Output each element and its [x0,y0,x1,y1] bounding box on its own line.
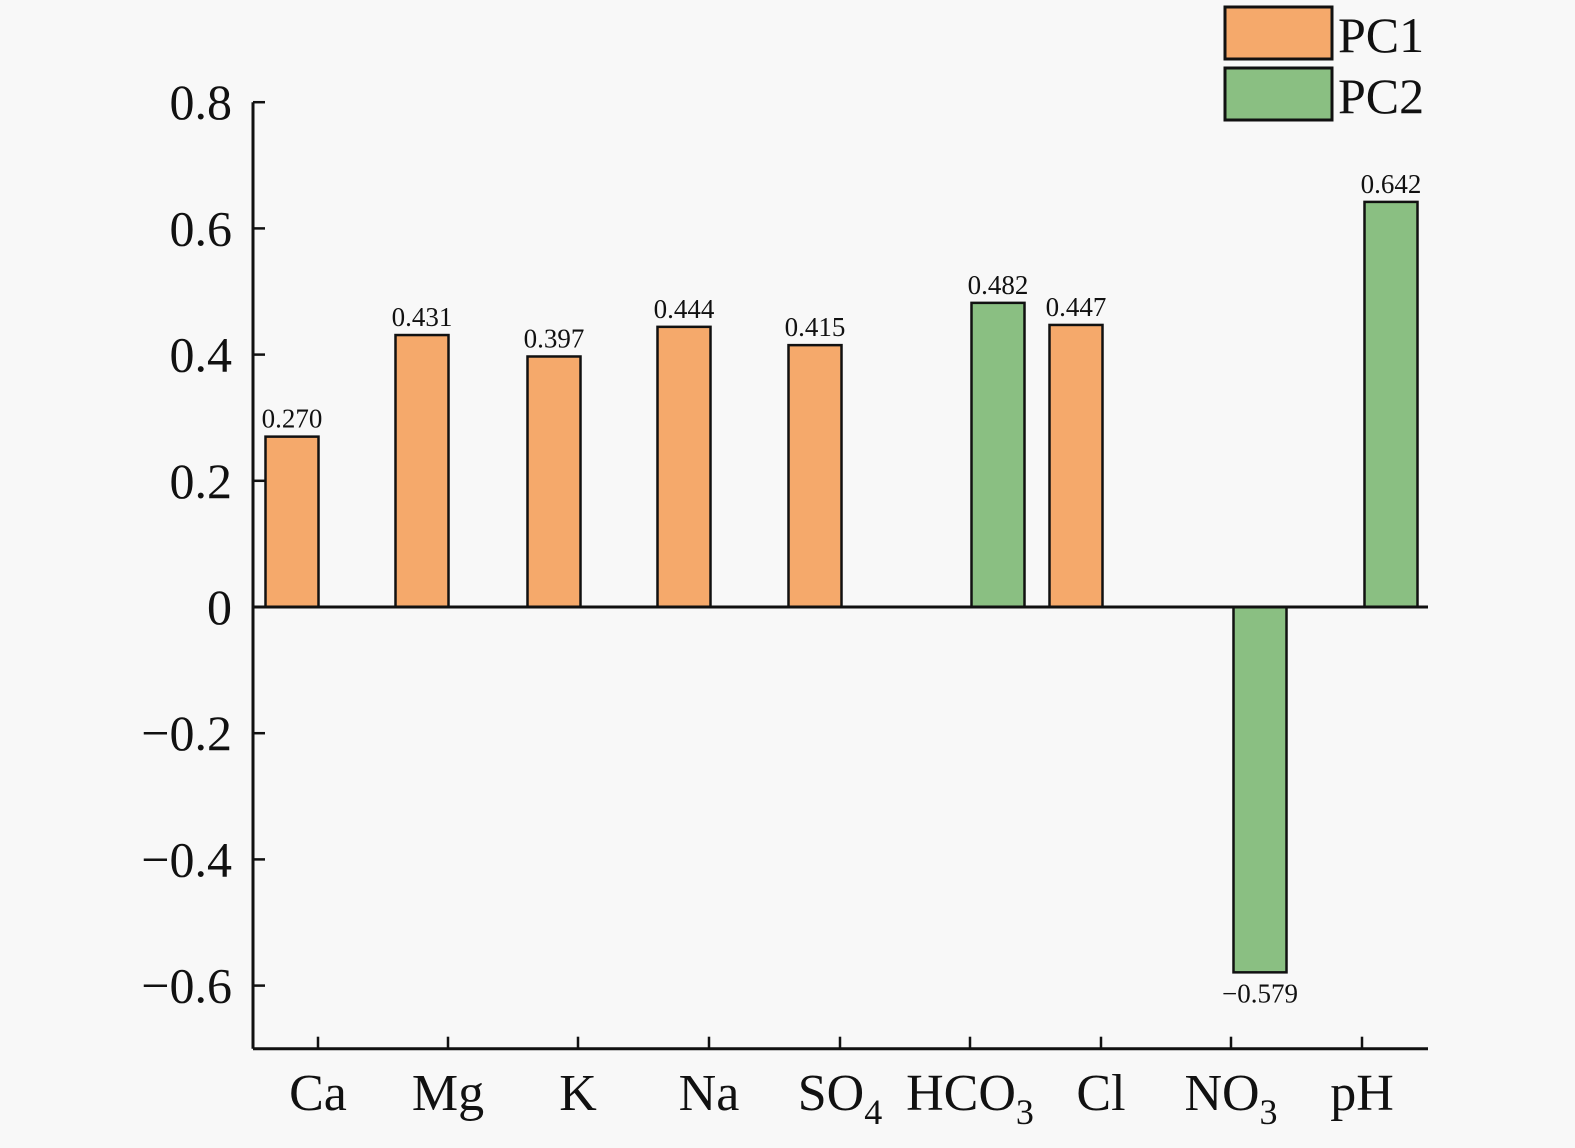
bar-so4 [787,343,843,609]
x-tick-label-so4: SO4 [798,1065,882,1132]
legend-label-pc1[interactable]: PC1 [1338,7,1424,63]
bars [264,200,1419,974]
value-label-no3: −0.579 [1222,978,1298,1008]
y-tick-label: 0.2 [170,453,233,509]
value-label-k: 0.397 [524,323,585,353]
y-tick-label: 0.4 [170,327,233,383]
x-tick-label-cl: Cl [1076,1065,1125,1122]
value-label-hco3: 0.482 [968,270,1029,300]
axes [251,100,1428,1051]
bar-no3 [1232,605,1288,974]
legend-label-pc2[interactable]: PC2 [1338,68,1424,124]
subscript: 4 [864,1092,882,1132]
subscript: 3 [1016,1092,1034,1132]
x-tick-label-k: K [559,1065,597,1122]
bar-ca [264,435,320,609]
value-label-ca: 0.270 [262,404,323,434]
legend-swatch-pc2[interactable] [1223,66,1334,122]
y-tick-label: −0.2 [141,705,232,761]
bar-ph [1363,200,1419,609]
y-tick-label: −0.6 [141,958,232,1014]
labels: 0.270 0.431 0.397 0.444 0.415 0.482 0.447 −0.57… [141,74,1421,1132]
bar-k [526,355,582,609]
value-label-mg: 0.431 [392,302,453,332]
value-label-ph: 0.642 [1361,169,1422,199]
value-label-cl: 0.447 [1046,292,1107,322]
value-label-so4: 0.415 [785,312,846,342]
legend-swatch-pc1[interactable] [1223,5,1334,61]
subscript: 3 [1260,1092,1278,1132]
bar-mg [394,333,450,609]
y-tick-label: 0 [207,579,232,635]
value-label-na: 0.444 [654,294,715,324]
x-tick-label-ca: Ca [289,1065,347,1122]
y-tick-label: 0.6 [170,200,233,256]
x-tick-label-no3: NO3 [1184,1065,1277,1132]
x-tick-label-ph: pH [1330,1065,1394,1122]
y-tick-label: 0.8 [170,74,233,130]
y-tick-label: −0.4 [141,831,232,887]
bar-na [656,325,712,609]
x-tick-label-hco3: HCO3 [906,1065,1034,1132]
x-tick-label-na: Na [679,1065,740,1122]
bar-hco3 [970,301,1026,609]
x-tick-label-mg: Mg [412,1065,484,1122]
bar-cl [1048,323,1104,609]
